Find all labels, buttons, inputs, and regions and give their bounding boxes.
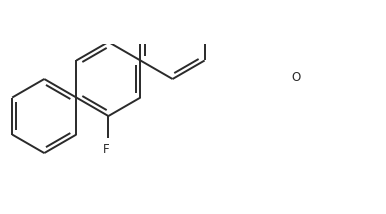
Text: F: F: [103, 143, 110, 156]
Text: O: O: [291, 71, 301, 84]
